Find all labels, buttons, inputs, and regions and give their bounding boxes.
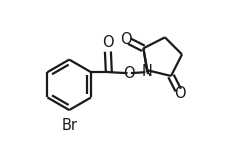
Text: N: N [142, 64, 153, 79]
Text: Br: Br [61, 118, 77, 133]
Text: O: O [102, 35, 114, 50]
Text: O: O [174, 86, 185, 101]
Text: O: O [123, 66, 134, 81]
Text: O: O [120, 32, 132, 47]
